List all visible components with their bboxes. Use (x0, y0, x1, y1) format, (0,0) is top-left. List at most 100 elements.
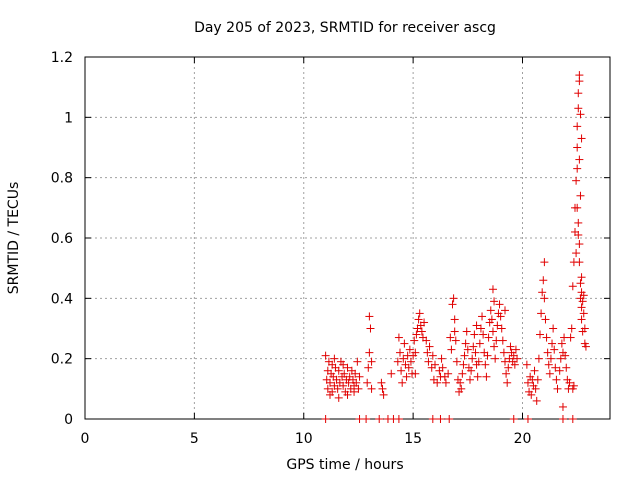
data-point (557, 339, 566, 348)
data-point (339, 360, 348, 369)
data-point (431, 360, 439, 369)
data-point (567, 324, 576, 333)
data-point (573, 164, 582, 173)
data-point (446, 333, 455, 342)
data-point (343, 363, 352, 372)
data-point (488, 327, 497, 336)
data-point (476, 324, 485, 333)
data-point (436, 415, 445, 423)
y-tick-label: 1 (64, 110, 73, 126)
data-point (364, 363, 373, 372)
y-tick-label: 1.2 (51, 50, 73, 66)
data-point (488, 285, 497, 294)
data-point (531, 384, 540, 393)
y-tick-label: 0 (64, 412, 73, 428)
data-point (334, 366, 343, 375)
data-point (576, 191, 585, 200)
data-point (568, 415, 577, 423)
data-point (437, 354, 446, 363)
data-point (510, 360, 519, 369)
data-point (397, 366, 406, 375)
data-point (565, 378, 574, 387)
data-point (447, 345, 456, 354)
data-point (441, 378, 450, 387)
data-point (411, 369, 420, 378)
data-point (417, 327, 426, 336)
y-tick-label: 0.8 (51, 171, 73, 187)
data-point (475, 339, 484, 348)
data-point (399, 354, 408, 363)
data-point (513, 354, 522, 363)
data-point (326, 390, 334, 399)
data-point (479, 330, 488, 339)
data-point (543, 348, 552, 357)
data-point (540, 294, 549, 303)
chart-title: Day 205 of 2023, SRMTID for receiver asc… (194, 20, 496, 36)
data-point (379, 390, 388, 399)
data-point (321, 351, 330, 360)
data-point (468, 354, 477, 363)
data-point (486, 306, 495, 315)
data-point (478, 312, 487, 321)
data-point (458, 369, 467, 378)
data-point (536, 330, 544, 339)
data-point (577, 273, 586, 282)
x-tick-label: 20 (514, 431, 532, 447)
data-point (509, 415, 518, 423)
data-point (351, 369, 360, 378)
data-point (363, 378, 372, 387)
data-point (573, 203, 582, 212)
data-point (551, 363, 560, 372)
grid (85, 57, 610, 419)
data-point (483, 351, 492, 360)
data-point (405, 345, 414, 354)
data-point (501, 306, 509, 315)
data-point (545, 369, 554, 378)
data-point (553, 384, 562, 393)
data-point (398, 378, 407, 387)
data-point (555, 366, 564, 375)
data-point (463, 345, 472, 354)
data-point (558, 415, 567, 423)
data-point (549, 324, 558, 333)
data-point (471, 348, 480, 357)
data-point (344, 378, 353, 387)
data-point (569, 381, 578, 390)
data-point (425, 342, 434, 351)
data-point (496, 312, 505, 321)
data-point (497, 324, 506, 333)
data-point (552, 375, 561, 384)
data-point (428, 415, 437, 423)
data-point (575, 240, 584, 249)
data-point (378, 384, 387, 393)
data-point (495, 300, 504, 309)
x-axis-title: GPS time / hours (286, 457, 403, 473)
data-point (365, 348, 374, 357)
x-tick-label: 5 (190, 431, 199, 447)
data-point (321, 415, 330, 423)
y-tick-label: 0.6 (51, 231, 73, 247)
data-point (323, 384, 332, 393)
data-point (577, 303, 586, 312)
data-point (490, 297, 499, 306)
data-point (396, 348, 404, 357)
data-point (566, 333, 575, 342)
data-point (474, 357, 483, 366)
data-point (523, 415, 532, 423)
data-point (466, 375, 474, 384)
data-point (387, 369, 396, 378)
data-point (579, 291, 588, 300)
data-point (375, 415, 384, 423)
data-point (472, 321, 481, 330)
data-point (481, 360, 490, 369)
data-point (572, 249, 581, 258)
data-point (462, 327, 471, 336)
data-point (362, 415, 371, 423)
data-point (493, 321, 502, 330)
data-point (550, 345, 559, 354)
data-point (576, 279, 585, 288)
data-point (350, 387, 359, 396)
data-point (450, 315, 459, 324)
data-point (406, 357, 415, 366)
